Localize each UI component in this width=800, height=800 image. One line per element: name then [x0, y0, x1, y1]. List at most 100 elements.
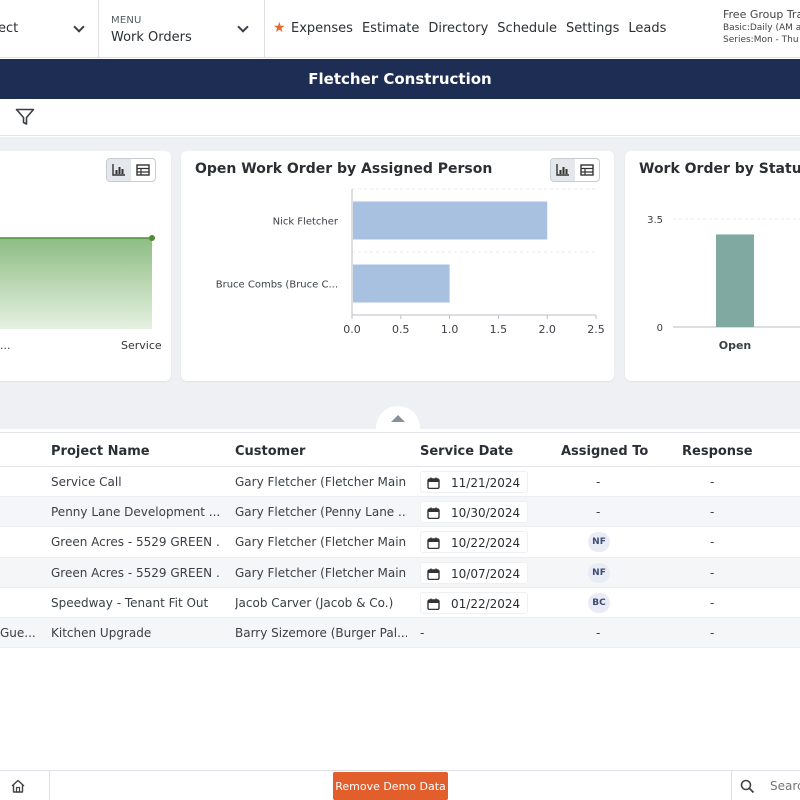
trial-title: Free Group Tra — [723, 8, 800, 21]
cell-project-name[interactable]: Service Call — [51, 475, 122, 489]
cell-response: - — [710, 625, 715, 640]
cell-customer: Jacob Carver (Jacob & Co.) — [235, 595, 394, 610]
service-date-field[interactable]: 11/21/2024 — [420, 471, 528, 493]
work-orders-table: Project Name Customer Service Date Assig… — [0, 432, 800, 649]
bar[interactable] — [353, 201, 548, 240]
search-area — [731, 771, 800, 800]
nav-estimate[interactable]: Estimate — [361, 21, 420, 36]
home-icon — [11, 779, 25, 793]
search-icon[interactable] — [740, 779, 755, 794]
home-button[interactable] — [0, 771, 50, 800]
star-icon[interactable]: ★ — [273, 20, 286, 36]
col-response[interactable]: Response — [682, 444, 753, 459]
y-tick-label: 0 — [657, 323, 663, 334]
cell-response: - — [710, 595, 715, 610]
nav-settings[interactable]: Settings — [566, 21, 620, 36]
filter-row — [0, 99, 800, 136]
chart-card-assigned-person: Open Work Order by Assigned Person Nick … — [181, 151, 614, 381]
table-body: Service Call Gary Fletcher (Fletcher Main… — [0, 467, 800, 649]
x-tick-label: Open — [719, 339, 752, 352]
cell-customer: Gary Fletcher (Penny Lane ... — [235, 505, 407, 520]
service-date-value: 11/21/2024 — [451, 476, 521, 490]
service-date-field[interactable]: 01/22/2024 — [420, 591, 528, 614]
project-select[interactable]: ect — [0, 0, 99, 58]
assigned-avatar[interactable]: BC — [588, 592, 610, 613]
cell-customer: Gary Fletcher (Fletcher Main) — [235, 565, 407, 580]
service-date-field[interactable]: 10/30/2024 — [420, 501, 528, 524]
cell-customer: Gary Fletcher (Fletcher Main) — [235, 475, 407, 489]
col-customer[interactable]: Customer — [235, 444, 306, 459]
x-tick-label: 2.0 — [538, 323, 556, 336]
menu-select[interactable]: MENU Work Orders — [99, 0, 265, 58]
status-bar-chart: 3.5 0 Open — [647, 215, 800, 352]
x-tick-label: 1.5 — [490, 323, 508, 336]
project-select-value: ect — [0, 21, 19, 36]
trial-line-series: Series:Mon - Thu — [723, 35, 799, 45]
trial-info[interactable]: Free Group Tra Basic:Daily (AM a Series:… — [723, 8, 800, 45]
cell-assigned-to: - — [596, 505, 601, 520]
cell-response: - — [710, 505, 715, 520]
col-project-name[interactable]: Project Name — [51, 444, 150, 459]
table-icon[interactable] — [131, 159, 155, 181]
page-title: Fletcher Construction — [0, 59, 800, 99]
menu-select-label: MENU — [111, 15, 142, 26]
y-tick-label: Nick Fletcher — [273, 217, 339, 228]
cell-project-name[interactable]: Green Acres - 5529 GREEN ... — [51, 565, 221, 580]
view-toggle — [106, 158, 156, 182]
service-date-value: 10/22/2024 — [451, 536, 521, 551]
bar-chart-icon[interactable] — [107, 159, 131, 181]
nav-expenses[interactable]: Expenses — [291, 21, 353, 36]
top-nav: Expenses Estimate Directory Schedule Set… — [291, 21, 666, 36]
bottom-bar: Remove Demo Data — [0, 770, 800, 800]
bar[interactable] — [716, 234, 754, 327]
chart-card-1: ... Service — [0, 151, 171, 381]
table-row[interactable]: Service Call Gary Fletcher (Fletcher Main… — [0, 467, 800, 498]
cell-project-name[interactable]: Green Acres - 5529 GREEN ... — [51, 535, 221, 550]
x-tick-label: 2.5 — [587, 323, 605, 336]
service-date-value: 10/07/2024 — [451, 566, 521, 581]
cell-project-name[interactable]: Penny Lane Development ... — [51, 505, 221, 520]
y-tick-label: 3.5 — [647, 215, 663, 226]
area-point — [149, 235, 155, 241]
area-fill — [0, 238, 152, 329]
nav-leads[interactable]: Leads — [628, 21, 667, 36]
table-row[interactable]: Gue... Kitchen Upgrade Barry Sizemore (Bur… — [0, 617, 800, 649]
bar[interactable] — [353, 264, 450, 303]
cell-project-name[interactable]: Speedway - Tenant Fit Out — [51, 595, 209, 610]
x-tick-label: ... — [0, 339, 11, 352]
table-icon[interactable] — [575, 159, 599, 181]
view-toggle — [550, 158, 600, 182]
assigned-avatar[interactable]: NF — [588, 562, 610, 583]
table-row[interactable]: Green Acres - 5529 GREEN ... Gary Fletche… — [0, 557, 800, 588]
cell-customer: Gary Fletcher (Fletcher Main) — [235, 535, 407, 550]
x-tick-label: 0.5 — [392, 323, 410, 336]
nav-schedule[interactable]: Schedule — [497, 21, 558, 36]
cell-project-name[interactable]: Kitchen Upgrade — [51, 625, 152, 640]
filter-icon[interactable] — [15, 108, 35, 126]
calendar-icon — [427, 537, 440, 550]
assigned-avatar[interactable]: NF — [588, 532, 610, 553]
chevron-down-icon — [73, 21, 85, 33]
table-row[interactable]: Penny Lane Development ... Gary Fletcher … — [0, 497, 800, 528]
table-row[interactable]: Green Acres - 5529 GREEN ... Gary Fletche… — [0, 527, 800, 558]
cell-service-date: - — [420, 625, 425, 640]
table-row[interactable]: Speedway - Tenant Fit Out Jacob Carver (J… — [0, 588, 800, 618]
menu-select-value: Work Orders — [111, 30, 192, 45]
calendar-icon — [427, 568, 440, 580]
cell-assigned-to: - — [596, 475, 601, 489]
card-title: Work Order by Status — [639, 161, 800, 177]
service-date-field[interactable]: 10/22/2024 — [420, 531, 528, 554]
search-input[interactable] — [770, 777, 800, 795]
nav-directory[interactable]: Directory — [428, 21, 489, 36]
cell-response: - — [710, 535, 715, 550]
col-service-date[interactable]: Service Date — [420, 444, 514, 459]
cell-response: - — [710, 475, 715, 489]
calendar-icon — [427, 507, 440, 520]
top-bar: ect MENU Work Orders ★ Expenses Estimate… — [0, 0, 800, 58]
col-assigned-to[interactable]: Assigned To — [561, 444, 649, 459]
bar-chart-icon[interactable] — [551, 159, 575, 181]
trial-line-basic: Basic:Daily (AM a — [723, 23, 800, 33]
remove-demo-data-button[interactable]: Remove Demo Data — [333, 772, 448, 800]
cell-assigned-to: - — [596, 625, 601, 640]
service-date-field[interactable]: 10/07/2024 — [420, 561, 528, 584]
